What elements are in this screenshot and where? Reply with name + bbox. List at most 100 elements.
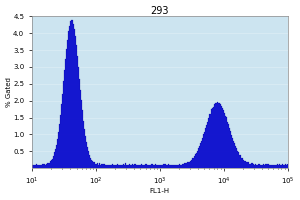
Bar bbox=[152, 164, 153, 168]
Bar bbox=[170, 165, 171, 168]
Bar bbox=[108, 165, 109, 168]
Bar bbox=[137, 165, 138, 168]
Bar bbox=[87, 147, 88, 168]
Bar bbox=[32, 165, 33, 168]
Bar bbox=[96, 164, 97, 168]
Bar bbox=[43, 164, 44, 168]
Bar bbox=[143, 165, 144, 168]
Bar bbox=[204, 132, 205, 168]
Bar bbox=[273, 165, 274, 168]
Bar bbox=[54, 152, 55, 168]
Bar bbox=[180, 165, 181, 168]
Bar bbox=[162, 165, 163, 168]
Bar bbox=[123, 164, 124, 168]
Bar bbox=[33, 165, 34, 168]
Bar bbox=[141, 164, 142, 168]
Bar bbox=[55, 149, 56, 168]
Bar bbox=[264, 165, 265, 168]
Bar bbox=[216, 103, 217, 168]
Bar bbox=[179, 164, 180, 168]
Bar bbox=[201, 141, 202, 168]
Bar bbox=[229, 128, 230, 168]
Bar bbox=[256, 165, 258, 168]
Bar bbox=[280, 165, 282, 168]
Title: 293: 293 bbox=[151, 6, 169, 16]
Bar bbox=[77, 56, 78, 168]
Bar bbox=[86, 142, 87, 168]
Bar bbox=[206, 125, 207, 168]
Bar bbox=[59, 124, 60, 168]
Bar bbox=[221, 106, 222, 168]
Bar bbox=[175, 165, 176, 168]
Bar bbox=[113, 165, 114, 168]
Bar bbox=[209, 114, 210, 168]
Bar bbox=[130, 165, 131, 168]
Bar bbox=[235, 146, 236, 168]
Bar bbox=[219, 103, 220, 168]
Bar bbox=[88, 151, 89, 168]
Bar bbox=[146, 164, 147, 168]
Bar bbox=[185, 163, 186, 168]
Bar bbox=[81, 100, 82, 168]
Bar bbox=[238, 152, 239, 168]
Bar bbox=[149, 165, 150, 168]
Bar bbox=[271, 165, 272, 168]
Bar bbox=[36, 164, 37, 168]
Bar bbox=[270, 165, 271, 168]
Bar bbox=[124, 165, 125, 168]
Bar bbox=[246, 162, 247, 168]
Bar bbox=[134, 164, 135, 168]
Bar bbox=[121, 165, 122, 168]
Bar bbox=[191, 160, 192, 168]
Bar bbox=[101, 164, 102, 168]
Bar bbox=[183, 164, 184, 168]
Bar bbox=[127, 165, 128, 168]
Bar bbox=[125, 163, 126, 168]
Bar bbox=[186, 163, 187, 168]
Bar bbox=[161, 165, 162, 168]
Bar bbox=[142, 165, 143, 168]
Bar bbox=[138, 165, 139, 168]
Bar bbox=[218, 103, 219, 168]
Bar bbox=[212, 108, 213, 168]
Bar bbox=[267, 164, 268, 168]
Bar bbox=[249, 164, 250, 168]
Bar bbox=[268, 165, 270, 168]
Bar bbox=[135, 164, 136, 168]
Bar bbox=[118, 165, 119, 168]
Bar bbox=[230, 131, 231, 168]
Bar bbox=[50, 161, 51, 168]
Bar bbox=[151, 164, 152, 168]
Bar bbox=[165, 164, 166, 168]
Bar bbox=[210, 114, 211, 168]
Bar bbox=[266, 164, 267, 168]
Bar bbox=[176, 165, 177, 168]
Bar bbox=[128, 165, 129, 168]
Bar bbox=[192, 158, 193, 168]
Bar bbox=[163, 164, 164, 168]
Y-axis label: % Gated: % Gated bbox=[6, 77, 12, 107]
Bar bbox=[102, 164, 103, 168]
Bar bbox=[238, 155, 240, 168]
Bar bbox=[248, 162, 249, 168]
Bar bbox=[105, 165, 106, 168]
Bar bbox=[262, 164, 264, 168]
Bar bbox=[145, 164, 146, 168]
Bar bbox=[157, 165, 158, 168]
Bar bbox=[174, 165, 175, 168]
Bar bbox=[34, 165, 35, 168]
Bar bbox=[207, 122, 208, 168]
Bar bbox=[156, 165, 157, 168]
Bar bbox=[277, 164, 278, 168]
Bar bbox=[208, 118, 209, 168]
X-axis label: FL1-H: FL1-H bbox=[150, 188, 170, 194]
Bar bbox=[63, 81, 64, 168]
Bar bbox=[49, 163, 50, 168]
Bar bbox=[282, 164, 283, 168]
Bar bbox=[279, 164, 280, 168]
Bar bbox=[188, 162, 189, 168]
Bar bbox=[114, 165, 115, 168]
Bar bbox=[226, 122, 228, 168]
Bar bbox=[231, 135, 232, 168]
Bar bbox=[173, 165, 174, 168]
